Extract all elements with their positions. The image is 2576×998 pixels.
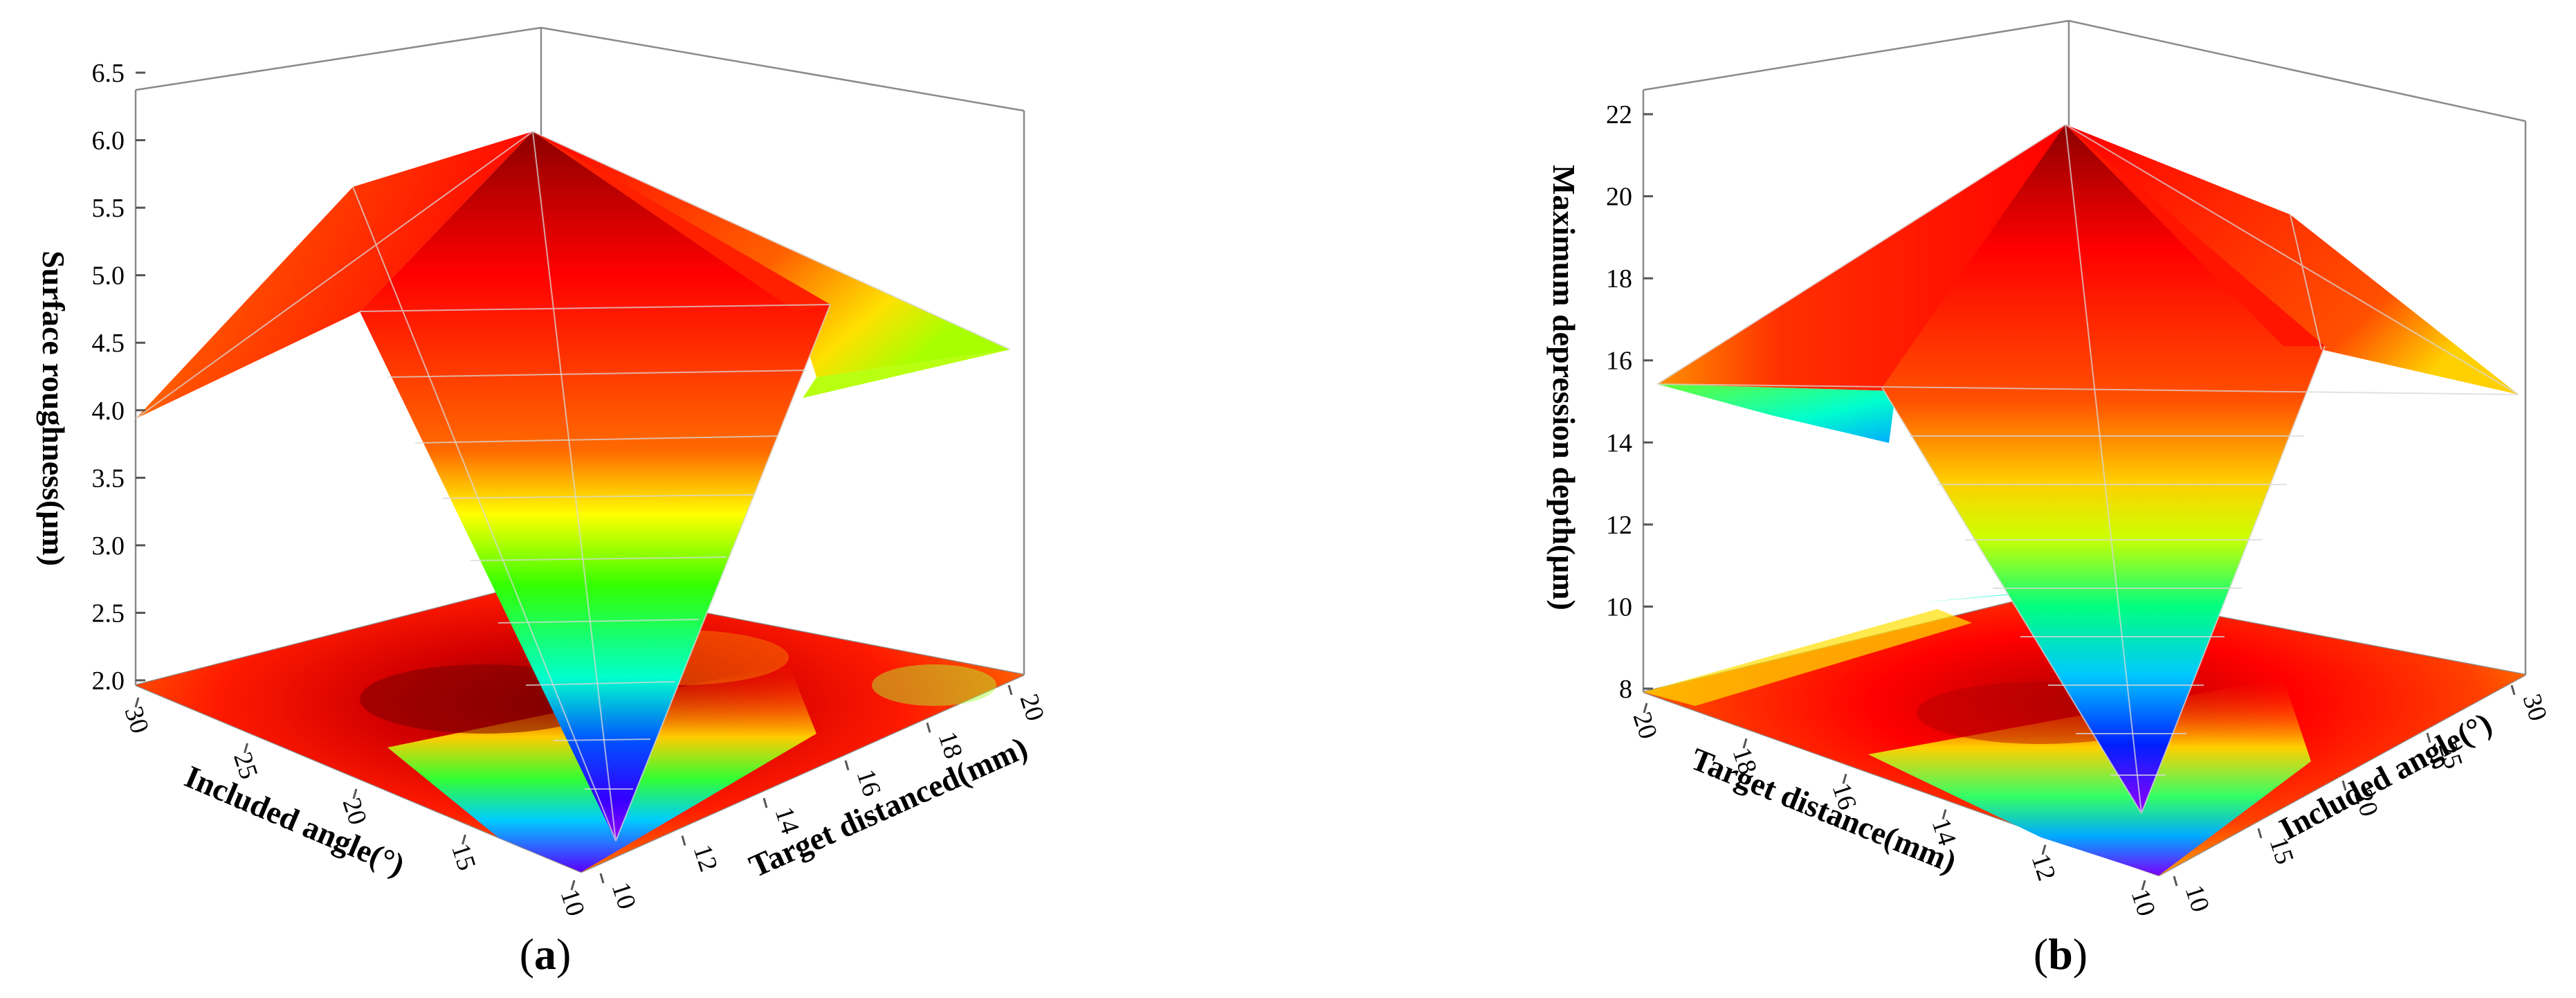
panel-b-z-axis-title: Maximum depression depth(μm) bbox=[1546, 165, 1582, 610]
bYticks-tick-mark bbox=[2341, 780, 2347, 791]
aYticks-tick-mark bbox=[926, 722, 931, 733]
aZticks-tick-label: 6.5 bbox=[92, 59, 125, 88]
bZticks-tick-label: 22 bbox=[1606, 100, 1632, 129]
bYticks-tick-mark bbox=[2510, 684, 2516, 696]
bXticks-tick-mark bbox=[2041, 844, 2047, 855]
bZticks-tick-label: 12 bbox=[1606, 511, 1632, 540]
bXticks-tick-mark bbox=[1643, 702, 1648, 714]
aYticks-tick-label: 12 bbox=[688, 841, 724, 875]
aXticks-tick-mark bbox=[570, 880, 576, 891]
aYticks-tick-mark bbox=[681, 835, 686, 846]
bYticks-tick-label: 30 bbox=[2517, 691, 2553, 725]
panel-a-z-axis: 2.0 2.5 3.0 3.5 4.0 4.5 5.0 5.5 6.0 6.5 bbox=[92, 59, 145, 696]
aYticks-tick-mark bbox=[1007, 684, 1013, 696]
aZticks-tick-label: 5.0 bbox=[92, 262, 125, 291]
aZticks-tick-label: 5.5 bbox=[92, 194, 125, 223]
aXticks-tick-mark bbox=[244, 743, 248, 754]
panel-b-surface bbox=[1656, 124, 2519, 814]
bXticks-tick-label: 10 bbox=[2126, 886, 2162, 920]
aYticks-tick-label: 10 bbox=[606, 879, 642, 913]
bXticks-tick-mark bbox=[1742, 738, 1748, 749]
aZticks-tick-label: 4.5 bbox=[92, 329, 125, 358]
aXticks-tick-label: 30 bbox=[119, 703, 155, 737]
panel-b-z-axis: 8 10 12 14 16 18 20 22 bbox=[1606, 100, 1653, 704]
aYticks-tick-label: 20 bbox=[1014, 691, 1050, 725]
bXticks-tick-label: 12 bbox=[2026, 851, 2062, 884]
bZticks-tick-label: 16 bbox=[1606, 347, 1632, 376]
aZticks-tick-label: 3.5 bbox=[92, 464, 125, 493]
aZticks-tick-label: 2.0 bbox=[92, 666, 125, 696]
bZticks-tick-label: 8 bbox=[1619, 675, 1632, 704]
bYticks-tick-mark bbox=[2257, 828, 2263, 839]
aZticks-tick-label: 6.0 bbox=[92, 127, 125, 156]
bXticks-tick-mark bbox=[1842, 773, 1847, 784]
panel-b-caption-letter: b bbox=[2048, 929, 2073, 979]
bXticks-tick-mark bbox=[2141, 880, 2146, 891]
aZticks-tick-label: 2.5 bbox=[92, 599, 125, 628]
bYticks-tick-label: 10 bbox=[2180, 882, 2216, 916]
aZticks-tick-label: 4.0 bbox=[92, 397, 125, 426]
aZticks-tick-label: 3.0 bbox=[92, 532, 125, 561]
panel-a-z-axis-title: Surface roughness(μm) bbox=[36, 251, 71, 566]
bZticks-tick-label: 18 bbox=[1606, 264, 1632, 293]
bXticks-tick-mark bbox=[1942, 809, 1947, 820]
panel-a: 2.0 2.5 3.0 3.5 4.0 4.5 5.0 5.5 6.0 6.5 Surface r… bbox=[36, 26, 1050, 979]
panel-b-caption: (b) bbox=[2034, 929, 2088, 979]
bYticks-tick-mark bbox=[2173, 875, 2178, 887]
panel-b: 8 10 12 14 16 18 20 22 Maximum depression depth… bbox=[1546, 19, 2553, 979]
panel-a-caption: (a) bbox=[520, 929, 572, 979]
panel-a-caption-letter: a bbox=[534, 929, 556, 979]
bYticks-tick-mark bbox=[2426, 732, 2431, 743]
aXticks-tick-label: 10 bbox=[555, 886, 591, 920]
aXticks-tick-mark bbox=[134, 697, 140, 708]
aYticks-tick-mark bbox=[844, 760, 850, 771]
bZticks-tick-label: 10 bbox=[1606, 592, 1632, 622]
bZticks-tick-label: 14 bbox=[1606, 428, 1632, 457]
aXticks-tick-label: 15 bbox=[446, 840, 482, 874]
bXticks-tick-label: 20 bbox=[1627, 709, 1663, 743]
panel-a-surface bbox=[135, 131, 1011, 842]
aXticks-tick-mark bbox=[462, 834, 466, 845]
aXticks-tick-mark bbox=[352, 788, 358, 799]
aYticks-tick-mark bbox=[599, 873, 605, 884]
panel-b-floor-contour bbox=[1643, 588, 2525, 875]
aYticks-tick-mark bbox=[762, 797, 768, 808]
bZticks-tick-label: 20 bbox=[1606, 183, 1632, 212]
